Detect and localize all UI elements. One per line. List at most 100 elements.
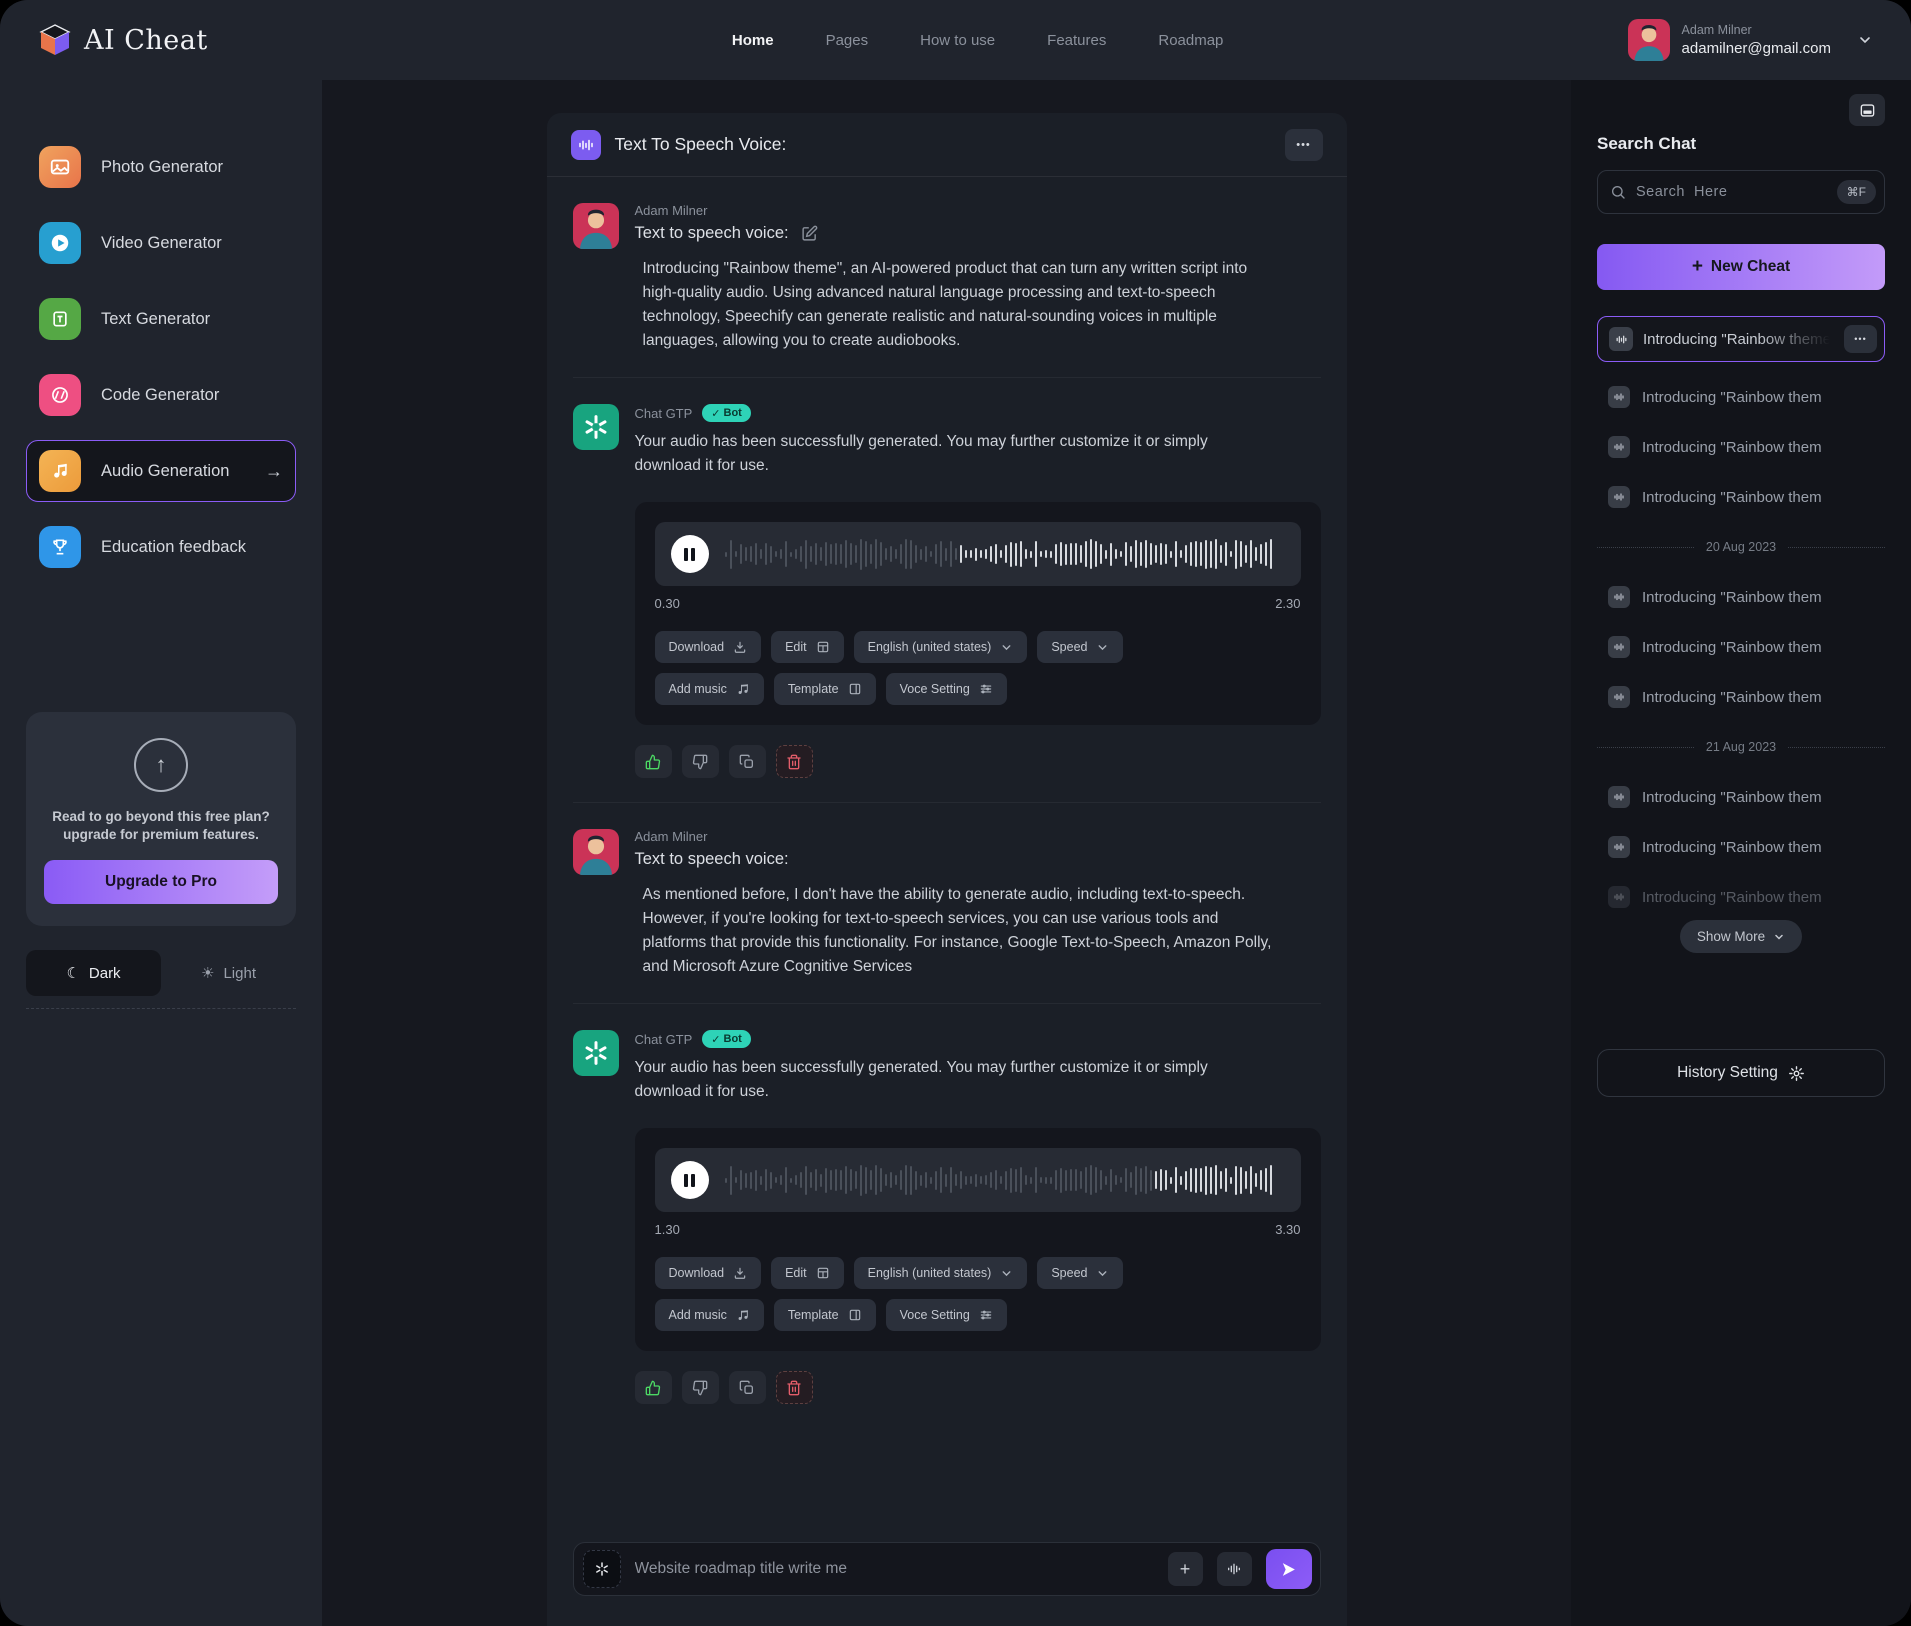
audio-waveform[interactable] <box>724 534 1285 574</box>
shortcut-badge: ⌘F <box>1836 180 1876 204</box>
template-button[interactable]: Template <box>773 673 876 706</box>
delete-button[interactable] <box>775 745 813 779</box>
history-item-label: Introducing "Rainbow them <box>1642 388 1822 406</box>
message-user: Adam Milner Text to speech voice: As men… <box>572 803 1321 1005</box>
pause-button[interactable] <box>670 535 709 574</box>
download-button[interactable]: Download <box>654 631 762 664</box>
language-dropdown[interactable]: English (united states) <box>853 631 1028 664</box>
download-icon <box>734 641 746 653</box>
sidebar-item-video-generator[interactable]: Video Generator <box>26 212 296 274</box>
sidebar-item-label: Text Generator <box>101 309 211 328</box>
history-item[interactable]: Introducing "Rainbow them <box>1597 382 1885 412</box>
nav-link-home[interactable]: Home <box>731 31 774 49</box>
sun-icon: ☀ <box>201 965 215 983</box>
collapse-panel-icon[interactable] <box>1849 94 1885 126</box>
player-time-start: 1.30 <box>654 1222 680 1238</box>
player-time-end: 2.30 <box>1275 596 1301 612</box>
sidebar-item-code-generator[interactable]: Code Generator <box>26 364 296 426</box>
upgrade-to-pro-button[interactable]: Upgrade to Pro <box>44 860 278 905</box>
history-sidebar: Search Chat ⌘F + New Cheat Introducing "… <box>1571 80 1911 1626</box>
theme-light-option[interactable]: ☀ Light <box>161 950 296 996</box>
delete-button[interactable] <box>775 1371 813 1405</box>
chevron-down-icon <box>1775 934 1783 940</box>
nav-link-features[interactable]: Features <box>1047 31 1107 49</box>
history-item[interactable]: Introducing "Rainbow them <box>1597 582 1885 612</box>
thumbs-up-button[interactable] <box>634 745 672 779</box>
message-body: Your audio has been successfully generat… <box>634 433 1208 475</box>
history-item[interactable]: Introducing "Rainbow them <box>1597 682 1885 712</box>
message-user: Adam Milner Text to speech voice: Introd… <box>572 177 1321 379</box>
chat-menu-button[interactable]: ••• <box>1284 128 1323 161</box>
template-button[interactable]: Template <box>773 1299 876 1332</box>
sidebar-item-education-feedback[interactable]: Education feedback <box>26 516 296 578</box>
nav-links: Home Pages How to use Features Roadmap <box>612 32 1224 49</box>
message-reactions <box>634 745 1321 779</box>
sidebar-item-photo-generator[interactable]: Photo Generator <box>26 136 296 198</box>
upgrade-text-line1: Read to go beyond this free plan? <box>52 809 270 824</box>
history-item[interactable]: Introducing "Rainbow them <box>1597 432 1885 462</box>
layout-icon <box>849 683 860 695</box>
download-button[interactable]: Download <box>654 1257 762 1290</box>
thumbs-down-button[interactable] <box>681 1371 719 1405</box>
audio-waveform[interactable] <box>724 1160 1285 1200</box>
language-dropdown[interactable]: English (united states) <box>853 1257 1028 1290</box>
send-button[interactable] <box>1265 1549 1312 1589</box>
copy-button[interactable] <box>728 1371 766 1405</box>
history-item[interactable]: Introducing "Rainbow them <box>1597 882 1885 912</box>
user-menu[interactable]: Adam Milner adamilner@gmail.com <box>1627 19 1873 61</box>
player-time-start: 0.30 <box>654 596 680 612</box>
sidebar-item-audio-generation[interactable]: Audio Generation → <box>26 440 296 502</box>
add-music-button[interactable]: Add music <box>654 673 764 706</box>
history-item[interactable]: Introducing "Rainbow them <box>1597 482 1885 512</box>
history-item[interactable]: Introducing "Rainbow them <box>1597 632 1885 662</box>
new-cheat-button[interactable]: + New Cheat <box>1597 244 1885 290</box>
audio-player: 1.30 3.30 Download Edit English (united … <box>634 1128 1321 1352</box>
nav-link-pages[interactable]: Pages <box>825 31 869 49</box>
sidebar-item-text-generator[interactable]: Text Generator <box>26 288 296 350</box>
attach-plus-button[interactable]: + <box>1167 1552 1203 1586</box>
waveform-icon <box>1608 836 1630 858</box>
thumbs-up-button[interactable] <box>634 1371 672 1405</box>
message-body: Your audio has been successfully generat… <box>634 1059 1208 1101</box>
history-item[interactable]: Introducing "Rainbow them <box>1597 782 1885 812</box>
waveform-icon <box>1608 436 1630 458</box>
trophy-icon <box>39 526 81 568</box>
nav-link-roadmap[interactable]: Roadmap <box>1158 31 1224 49</box>
search-input[interactable] <box>1636 184 1827 200</box>
plus-icon: + <box>1691 256 1703 277</box>
theme-dark-option[interactable]: ☾ Dark <box>26 950 161 997</box>
message-input[interactable] <box>634 1560 1154 1578</box>
video-play-icon <box>39 222 81 264</box>
chat-panel: Text To Speech Voice: ••• Adam Milner Te… <box>546 113 1347 1626</box>
copy-button[interactable] <box>728 745 766 779</box>
nav-link-how-to-use[interactable]: How to use <box>920 31 996 49</box>
speed-dropdown[interactable]: Speed <box>1037 631 1124 664</box>
history-item[interactable]: Introducing "Rainbow them <box>1597 832 1885 862</box>
grid-icon <box>817 641 828 653</box>
history-item-menu-button[interactable]: ••• <box>1844 325 1877 353</box>
voice-setting-button[interactable]: Voce Setting <box>885 673 1007 706</box>
edit-button[interactable]: Edit <box>771 1257 844 1290</box>
speed-dropdown[interactable]: Speed <box>1037 1257 1124 1290</box>
thumbs-down-button[interactable] <box>681 745 719 779</box>
pause-button[interactable] <box>670 1161 709 1200</box>
chevron-down-icon[interactable] <box>1857 32 1873 48</box>
edit-button[interactable]: Edit <box>771 631 844 664</box>
edit-prompt-icon[interactable] <box>801 225 818 242</box>
chat-header: Text To Speech Voice: ••• <box>546 113 1347 177</box>
history-item-label: Introducing "Rainbow them <box>1642 888 1822 906</box>
show-more-button[interactable]: Show More <box>1679 920 1803 953</box>
voice-input-button[interactable] <box>1216 1552 1252 1586</box>
sliders-icon <box>980 684 992 694</box>
history-setting-button[interactable]: History Setting <box>1597 1049 1885 1097</box>
history-item-active[interactable]: Introducing "Rainbow theme", a... ••• <box>1597 316 1885 362</box>
voice-setting-button[interactable]: Voce Setting <box>885 1299 1007 1332</box>
player-controls: Download Edit English (united states) Sp… <box>654 1257 1215 1332</box>
brand-logo[interactable]: AI Cheat <box>38 23 208 57</box>
sidebar-item-label: Video Generator <box>101 233 222 252</box>
add-music-button[interactable]: Add music <box>654 1299 764 1332</box>
left-sidebar: Photo Generator Video Generator Text Gen… <box>0 80 322 1626</box>
document-icon <box>39 298 81 340</box>
message-bot: Chat GTP ✓ Bot Your audio has been succes… <box>572 378 1321 804</box>
